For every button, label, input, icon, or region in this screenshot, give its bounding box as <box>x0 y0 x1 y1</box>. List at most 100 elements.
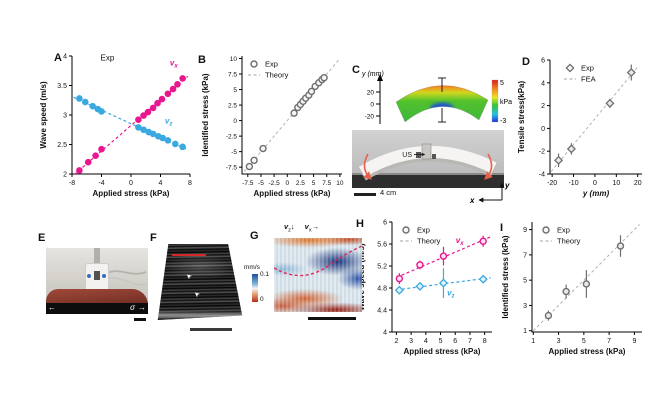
svg-text:0: 0 <box>593 180 597 187</box>
c-x-axis-label: x <box>469 196 475 205</box>
legend: Exp Theory <box>248 60 289 80</box>
svg-text:-2: -2 <box>539 149 545 156</box>
panel-a: A -8 -4 0 4 8 2 2.5 3 3.5 4 Applied stress (kPa) Wa… <box>38 44 198 210</box>
e-probe-tip <box>94 271 100 280</box>
panel-f-letter: F <box>150 232 157 244</box>
g-colorbar <box>252 274 258 302</box>
panel-i-letter: I <box>500 222 504 234</box>
panel-e-photo: ← σ → <box>46 248 148 314</box>
c-probe-label: US <box>402 152 412 159</box>
c-colorbar-unit: kPa <box>500 99 512 106</box>
panel-c-letter: C <box>352 64 360 76</box>
svg-text:Exp: Exp <box>581 64 594 73</box>
g-wavefront-curve <box>274 245 362 277</box>
svg-text:0: 0 <box>285 180 289 187</box>
c-tick: 20 <box>367 90 375 97</box>
series-vx: vx <box>73 58 189 176</box>
panel-a-letter: A <box>54 52 62 64</box>
panel-b-letter: B <box>198 54 206 66</box>
svg-text:5.6: 5.6 <box>377 242 387 249</box>
c-moment-arrow-left-icon <box>363 153 372 180</box>
svg-text:Applied stress (kPa): Applied stress (kPa) <box>549 347 626 356</box>
axes: 1 3 5 7 9 1 3 5 7 9 Applied stress (kPa) Identified… <box>501 222 642 356</box>
e-base-plate <box>46 303 148 314</box>
panel-c-fea-map: y (mm) 20 0 -20 5 kPa -3 <box>361 71 512 125</box>
g-colorbar-max: 0.1 <box>260 271 270 278</box>
svg-text:5: 5 <box>233 87 237 94</box>
g-down-arrow-icon: ↓ <box>290 222 295 231</box>
svg-text:-5: -5 <box>231 149 237 156</box>
series-Exp <box>544 235 625 321</box>
svg-text:5: 5 <box>582 338 586 345</box>
panel-d: D -20 -10 0 10 20 -4 -2 0 2 4 6 y (mm) Tensile stres… <box>510 46 650 210</box>
svg-text:2.5: 2.5 <box>57 142 67 149</box>
g-vz-label: v <box>284 222 289 231</box>
c-axis-arrow-icon <box>377 74 383 81</box>
panel-h-letter: H <box>356 218 364 230</box>
svg-text:Tensile stress(kPa): Tensile stress(kPa) <box>517 81 526 154</box>
c-scalebar-label: 4 cm <box>380 188 397 197</box>
c-caliper-marks <box>438 77 446 123</box>
svg-text:2: 2 <box>541 103 545 110</box>
svg-text:7.5: 7.5 <box>322 180 331 187</box>
g-colorbar-unit: mm/s <box>244 264 260 271</box>
panel-g-letter: G <box>250 230 259 242</box>
panel-d-chart: -20 -10 0 10 20 -4 -2 0 2 4 6 y (mm) Tensile stress(… <box>510 46 650 215</box>
svg-text:9: 9 <box>632 338 636 345</box>
c-tick: 0 <box>370 102 374 109</box>
legend: Exp Theory <box>540 226 581 246</box>
c-scalebar <box>354 193 376 196</box>
c-colorbar-min: -3 <box>500 118 506 125</box>
c-probe <box>421 143 432 160</box>
panel-i: I 1 3 5 7 9 1 3 5 7 9 Applied stress (kPa) Identifi… <box>498 212 650 362</box>
svg-text:-2.5: -2.5 <box>269 180 281 187</box>
svg-text:4: 4 <box>63 54 67 61</box>
g-right-arrow-icon: → <box>311 222 320 231</box>
svg-text:-2.5: -2.5 <box>226 134 238 141</box>
chart-H: 2 3 4 5 6 7 8 4 4.4 4.8 5.2 5.6 6 Applied stress (kPa… <box>357 220 492 356</box>
c-moment-arrow-right-icon <box>484 153 493 180</box>
panel-b: B -7.5 -5 -2.5 0 2.5 5 7.5 10 -7.5 -5 -2.5 0 2.5 5 7.5… <box>196 44 350 210</box>
svg-text:3: 3 <box>557 338 561 345</box>
series-Exp <box>554 64 636 168</box>
svg-text:3.5: 3.5 <box>57 83 67 90</box>
axes: -7.5 -5 -2.5 0 2.5 5 7.5 10 -7.5 -5 -2.5 0 2.5 5 7.5 10… <box>201 56 344 198</box>
panel-a-chart: -8 -4 0 4 8 2 2.5 3 3.5 4 Applied stress (kPa) Wave… <box>38 44 198 215</box>
svg-text:0: 0 <box>233 118 237 125</box>
svg-text:1: 1 <box>523 328 527 335</box>
panel-h: H 2 3 4 5 6 7 8 4 4.4 4.8 5.2 5.6 6 Applied stress (k… <box>356 212 498 362</box>
svg-text:3: 3 <box>409 338 413 345</box>
legend: Exp Theory <box>400 226 441 246</box>
svg-text:-7.5: -7.5 <box>242 180 254 187</box>
svg-text:3: 3 <box>523 303 527 310</box>
svg-text:5: 5 <box>523 278 527 285</box>
panel-c: C y (mm) 20 <box>346 58 516 208</box>
g-scalebar <box>308 317 356 320</box>
svg-text:2.5: 2.5 <box>228 103 237 110</box>
chart-I: 1 3 5 7 9 1 3 5 7 9 Applied stress (kPa) Identified… <box>501 222 642 356</box>
e-probe-knob <box>102 274 106 278</box>
e-probe-rod <box>94 248 100 270</box>
svg-text:4: 4 <box>383 330 387 337</box>
c-y-axis-label: y <box>504 181 510 190</box>
c-colorbar-max: 5 <box>500 80 504 87</box>
svg-text:0: 0 <box>541 126 545 133</box>
svg-text:7: 7 <box>468 338 472 345</box>
c-tick: -20 <box>365 114 375 121</box>
svg-text:vx: vx <box>170 58 178 69</box>
svg-text:-8: -8 <box>69 180 75 187</box>
svg-text:2: 2 <box>394 338 398 345</box>
svg-text:Identified stress (kPa): Identified stress (kPa) <box>501 235 510 318</box>
svg-text:Exp: Exp <box>265 60 278 69</box>
c-coordinate-axes: x y <box>469 181 510 205</box>
svg-text:Theory: Theory <box>417 237 441 246</box>
svg-text:Wave speed (m/s): Wave speed (m/s) <box>39 81 48 149</box>
c-axis-label: y (mm) <box>361 71 384 78</box>
c-photo-table <box>352 175 504 188</box>
g-vx-label: v <box>304 222 309 231</box>
e-scalebar <box>134 318 146 321</box>
svg-text:Applied stress (kPa): Applied stress (kPa) <box>93 189 170 198</box>
g-velocity-labels: vz↓ vx→ <box>284 222 320 234</box>
svg-text:8: 8 <box>483 338 487 345</box>
